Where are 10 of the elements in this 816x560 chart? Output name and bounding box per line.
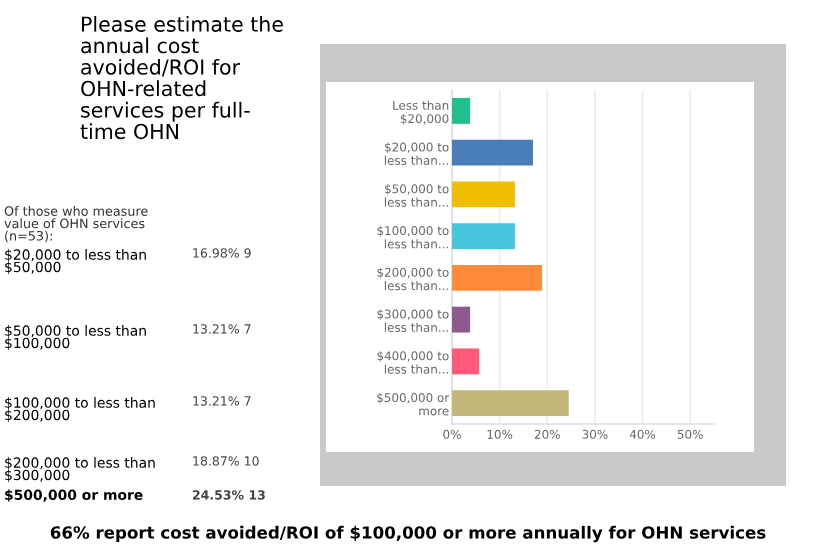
bar <box>452 348 480 375</box>
bar <box>452 390 569 417</box>
bar <box>452 139 533 166</box>
text: 66% report cost avoided/ROI of $100,000 or more annually for OHN services <box>50 525 766 543</box>
bar <box>452 223 515 250</box>
bar <box>452 264 543 291</box>
bar <box>452 306 471 333</box>
bar <box>452 97 471 124</box>
text: Please estimate the annual cost avoided/ROI for OHN-related services per full- time OHN <box>80 16 283 140</box>
bar <box>452 181 515 208</box>
